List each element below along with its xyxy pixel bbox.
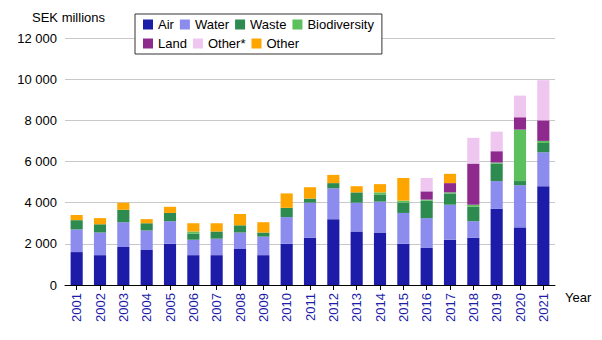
svg-text:12 000: 12 000	[17, 31, 57, 46]
svg-text:2003: 2003	[116, 293, 131, 322]
svg-text:2021: 2021	[536, 293, 551, 322]
svg-text:2013: 2013	[349, 293, 364, 322]
svg-text:2007: 2007	[209, 293, 224, 322]
svg-text:Other: Other	[266, 36, 299, 51]
svg-text:10 000: 10 000	[17, 72, 57, 87]
svg-text:Air: Air	[158, 17, 175, 32]
svg-text:2001: 2001	[69, 293, 84, 322]
svg-text:2010: 2010	[279, 293, 294, 322]
svg-text:6 000: 6 000	[24, 154, 57, 169]
svg-text:2018: 2018	[466, 293, 481, 322]
svg-text:SEK millions: SEK millions	[32, 10, 105, 25]
svg-text:4 000: 4 000	[24, 195, 57, 210]
svg-text:Year: Year	[565, 290, 592, 305]
svg-text:2012: 2012	[326, 293, 341, 322]
svg-text:Waste: Waste	[250, 17, 286, 32]
svg-text:2017: 2017	[443, 293, 458, 322]
svg-text:8 000: 8 000	[24, 113, 57, 128]
svg-text:2016: 2016	[419, 293, 434, 322]
svg-text:2006: 2006	[186, 293, 201, 322]
svg-text:2014: 2014	[373, 293, 388, 322]
svg-text:2011: 2011	[303, 293, 318, 321]
svg-text:Biodiversity: Biodiversity	[307, 17, 374, 32]
svg-text:2009: 2009	[256, 293, 271, 322]
svg-text:0: 0	[50, 278, 57, 293]
svg-text:2002: 2002	[93, 293, 108, 322]
svg-text:Land: Land	[158, 36, 187, 51]
svg-text:2 000: 2 000	[24, 236, 57, 251]
svg-text:2019: 2019	[489, 293, 504, 322]
svg-text:Water: Water	[195, 17, 230, 32]
svg-text:2008: 2008	[233, 293, 248, 322]
svg-text:2004: 2004	[139, 293, 154, 322]
svg-text:2005: 2005	[163, 293, 178, 322]
svg-text:2015: 2015	[396, 293, 411, 322]
svg-text:Other*: Other*	[208, 36, 246, 51]
svg-text:2020: 2020	[513, 293, 528, 322]
